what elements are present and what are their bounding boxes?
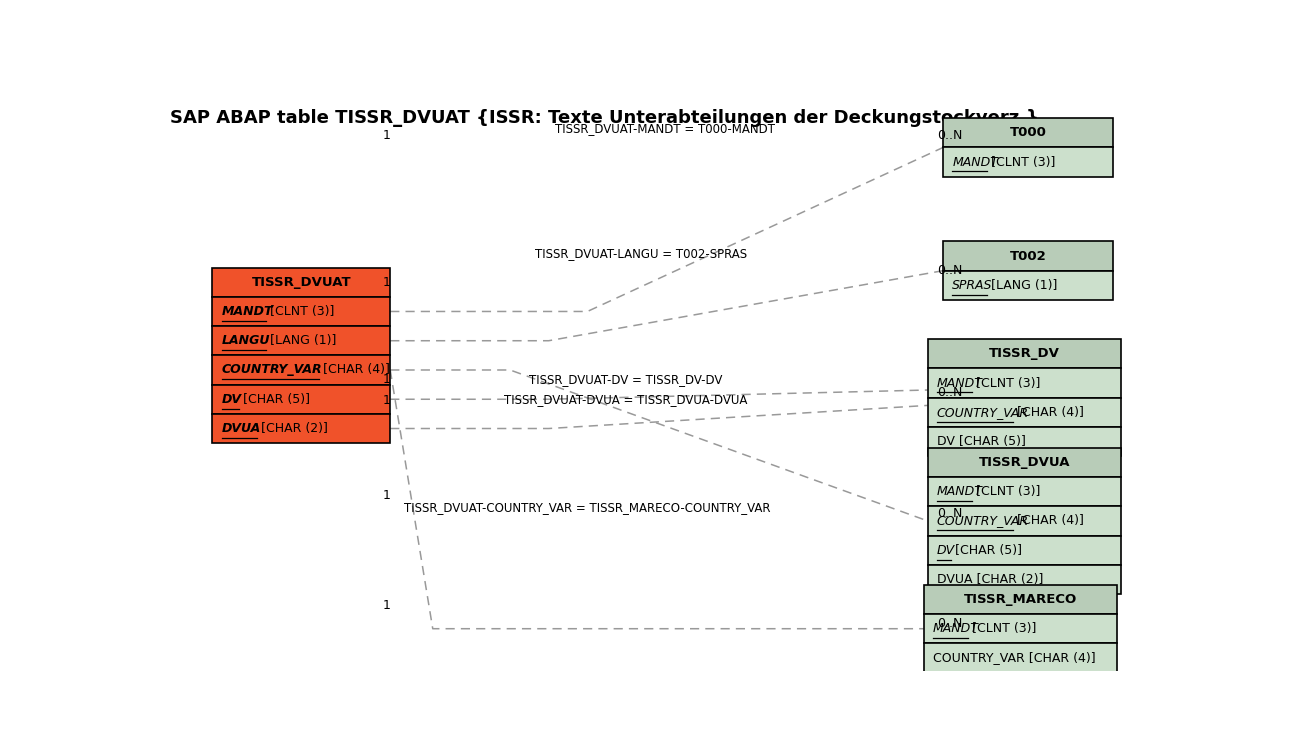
Text: 1: 1 (383, 394, 390, 406)
Text: T000: T000 (1009, 127, 1047, 139)
Bar (923, 614, 1117, 643)
Bar (927, 397, 1121, 427)
Bar (213, 268, 390, 297)
Text: MANDT: MANDT (933, 622, 979, 635)
Text: MANDT: MANDT (936, 485, 983, 498)
Bar (943, 118, 1113, 148)
Text: TISSR_DVUAT: TISSR_DVUAT (252, 276, 351, 289)
Text: DVUA [CHAR (2)]: DVUA [CHAR (2)] (936, 573, 1043, 586)
Bar (943, 148, 1113, 176)
Text: LANGU: LANGU (222, 334, 270, 348)
Text: [CHAR (4)]: [CHAR (4)] (319, 363, 390, 376)
Text: TISSR_DVUAT-LANGU = T002-SPRAS: TISSR_DVUAT-LANGU = T002-SPRAS (536, 247, 747, 260)
Text: COUNTRY_VAR [CHAR (4)]: COUNTRY_VAR [CHAR (4)] (933, 651, 1096, 664)
Text: [LANG (1)]: [LANG (1)] (266, 334, 336, 348)
Bar (213, 385, 390, 414)
Text: MANDT: MANDT (936, 376, 983, 390)
Bar (213, 414, 390, 443)
Bar (927, 477, 1121, 506)
Text: 0..N: 0..N (936, 617, 962, 630)
Text: SPRAS: SPRAS (952, 279, 992, 292)
Text: DV: DV (222, 393, 241, 406)
Text: [CHAR (4)]: [CHAR (4)] (1013, 406, 1084, 418)
Bar (923, 585, 1117, 614)
Text: COUNTRY_VAR: COUNTRY_VAR (936, 406, 1029, 418)
Text: [CLNT (3)]: [CLNT (3)] (987, 155, 1056, 169)
Bar (927, 565, 1121, 594)
Text: [CHAR (5)]: [CHAR (5)] (240, 393, 310, 406)
Text: 1: 1 (383, 130, 390, 143)
Bar (927, 448, 1121, 477)
Text: TISSR_DVUAT-DV = TISSR_DV-DV: TISSR_DVUAT-DV = TISSR_DV-DV (529, 373, 722, 387)
Text: 0..N: 0..N (936, 130, 962, 143)
Text: 1: 1 (383, 373, 390, 387)
Text: [CLNT (3)]: [CLNT (3)] (971, 485, 1040, 498)
Bar (927, 369, 1121, 397)
Text: T002: T002 (1010, 250, 1047, 262)
Text: MANDT: MANDT (952, 155, 999, 169)
Text: [LANG (1)]: [LANG (1)] (987, 279, 1057, 292)
Text: [CHAR (4)]: [CHAR (4)] (1013, 514, 1084, 527)
Bar (943, 241, 1113, 271)
Bar (927, 427, 1121, 456)
Text: TISSR_DVUA: TISSR_DVUA (978, 456, 1070, 469)
Text: 0..N: 0..N (936, 507, 962, 520)
Text: COUNTRY_VAR: COUNTRY_VAR (222, 363, 322, 376)
Text: [CHAR (2)]: [CHAR (2)] (257, 422, 328, 435)
Text: [CLNT (3)]: [CLNT (3)] (266, 305, 335, 318)
Text: DV: DV (936, 544, 955, 556)
Text: 1: 1 (383, 276, 390, 289)
Bar (213, 355, 390, 385)
Bar (923, 643, 1117, 673)
Text: [CLNT (3)]: [CLNT (3)] (971, 376, 1040, 390)
Text: COUNTRY_VAR: COUNTRY_VAR (936, 514, 1029, 527)
Bar (927, 506, 1121, 535)
Text: TISSR_DV: TISSR_DV (988, 348, 1060, 360)
Bar (927, 535, 1121, 565)
Text: 1: 1 (383, 489, 390, 502)
Text: TISSR_DVUAT-MANDT = T000-MANDT: TISSR_DVUAT-MANDT = T000-MANDT (555, 121, 774, 135)
Bar (213, 297, 390, 326)
Text: TISSR_DVUAT-DVUA = TISSR_DVUA-DVUA: TISSR_DVUAT-DVUA = TISSR_DVUA-DVUA (505, 394, 748, 406)
Bar (213, 326, 390, 355)
Text: 0..N: 0..N (936, 264, 962, 277)
Text: [CHAR (5)]: [CHAR (5)] (951, 544, 1022, 556)
Text: DVUA: DVUA (222, 422, 261, 435)
Bar (927, 339, 1121, 369)
Text: SAP ABAP table TISSR_DVUAT {ISSR: Texte Unterabteilungen der Deckungstockverz.}: SAP ABAP table TISSR_DVUAT {ISSR: Texte … (170, 109, 1039, 127)
Text: 0..N: 0..N (936, 386, 962, 399)
Text: [CLNT (3)]: [CLNT (3)] (968, 622, 1036, 635)
Text: MANDT: MANDT (222, 305, 274, 318)
Text: TISSR_DVUAT-COUNTRY_VAR = TISSR_MARECO-COUNTRY_VAR: TISSR_DVUAT-COUNTRY_VAR = TISSR_MARECO-C… (405, 501, 770, 513)
Text: 1: 1 (383, 599, 390, 612)
Text: DV [CHAR (5)]: DV [CHAR (5)] (936, 435, 1026, 448)
Bar (943, 271, 1113, 300)
Text: TISSR_MARECO: TISSR_MARECO (964, 593, 1077, 606)
